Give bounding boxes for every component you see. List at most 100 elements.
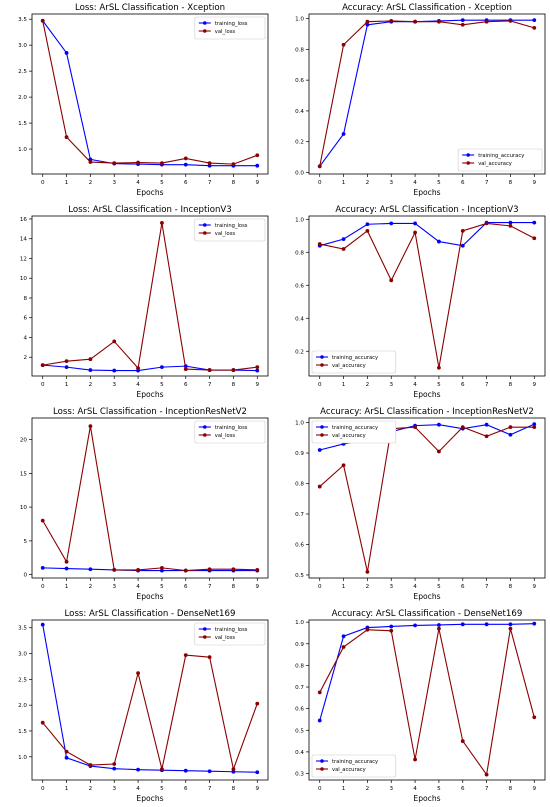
data-point-val_accuracy [317,164,322,169]
x-tick-label: 4 [136,180,140,186]
x-tick-label: 6 [184,786,188,792]
data-point-training_accuracy [460,243,465,248]
data-point-training_accuracy [437,422,441,427]
x-tick-label: 3 [389,180,393,186]
chart-title: Accuracy: ArSL Classification - Xception [342,3,512,13]
x-tick-label: 7 [208,584,212,590]
data-point-val_loss [160,221,164,225]
data-point-val_loss [64,135,69,140]
data-point-val_accuracy [437,449,441,454]
data-point-val_loss [231,368,236,372]
data-point-training_loss [183,162,188,167]
x-tick-label: 6 [461,786,465,792]
data-point-val_accuracy [460,22,465,27]
data-point-training_accuracy [365,22,370,27]
x-tick-label: 9 [255,786,259,792]
y-tick-label: 0.6 [295,542,304,548]
data-point-val_accuracy [341,463,346,468]
x-tick-label: 3 [112,786,116,792]
data-point-training_accuracy [389,221,394,226]
legend-label: training_loss [215,21,248,27]
data-point-val_loss [88,160,93,164]
x-axis-label: Epochs [136,592,163,601]
data-point-val_loss [88,424,93,429]
y-tick-label: 0.2 [295,349,304,355]
data-point-val_loss [112,762,117,766]
y-tick-label: 2.0 [18,95,27,101]
data-point-val_loss [88,357,93,362]
y-tick-label: 1.0 [295,17,304,23]
chart-panel: Accuracy: ArSL Classification - Inceptio… [295,407,546,601]
y-tick-label: 16 [20,217,28,223]
x-tick-label: 3 [389,382,393,388]
x-axis-label: Epochs [413,390,440,399]
plot-frame [308,417,546,579]
data-point-training_loss [112,766,117,771]
series-line-val_accuracy [319,426,535,573]
data-point-training_accuracy [508,220,513,225]
legend-box [311,420,397,444]
x-tick-label: 0 [41,584,45,590]
x-tick-label: 7 [485,382,489,388]
y-tick-label: 2.5 [18,69,27,75]
data-point-val_loss [40,518,45,523]
x-tick-label: 5 [437,584,441,590]
chart-panel: Accuracy: ArSL Classification - Inceptio… [295,205,546,399]
y-tick-label: 3.0 [18,652,27,658]
data-point-training_accuracy [532,422,537,426]
y-tick-label: 0.8 [295,250,304,256]
data-point-training_accuracy [341,634,346,639]
data-point-val_accuracy [484,434,489,439]
data-point-training_loss [160,365,164,370]
data-point-training_accuracy [437,623,441,627]
x-tick-label: 8 [509,584,513,590]
data-point-training_loss [64,51,69,55]
plot-frame [308,619,546,781]
y-tick-label: 0.9 [295,451,304,457]
y-tick-label: 0.6 [295,283,304,289]
x-tick-label: 6 [461,584,465,590]
data-point-training_accuracy [484,422,489,427]
x-tick-label: 2 [89,584,93,590]
x-tick-label: 2 [89,180,93,186]
legend-label: val_accuracy [332,433,366,439]
x-axis-label: Epochs [413,188,440,197]
legend: training_accuracy val_accuracy [311,350,397,374]
data-point-training_accuracy [460,18,465,23]
x-tick-label: 1 [65,180,69,186]
data-point-val_loss [255,701,260,706]
x-tick-label: 8 [509,180,513,186]
y-tick-label: 0.5 [295,728,304,734]
y-tick-label: 0.9 [295,642,304,648]
data-point-val_accuracy [532,715,537,720]
y-tick-label: 1.0 [295,421,304,427]
legend-label: training_loss [215,627,248,633]
x-tick-label: 7 [208,786,212,792]
x-tick-label: 0 [41,382,45,388]
data-point-val_loss [136,567,140,572]
data-point-val_accuracy [508,425,513,430]
y-tick-label: 4 [23,335,27,341]
legend-swatch-marker [203,635,207,639]
chart-title: Loss: ArSL Classification - InceptionV3 [68,205,232,215]
data-point-val_accuracy [437,626,441,631]
y-tick-label: 3.5 [18,626,27,632]
legend-label: training_accuracy [332,355,378,361]
y-tick-label: 6 [23,316,27,322]
x-tick-label: 5 [437,786,441,792]
x-tick-label: 0 [41,786,45,792]
data-point-val_loss [136,366,140,370]
x-tick-label: 3 [112,382,116,388]
x-tick-label: 9 [532,786,536,792]
x-tick-label: 4 [413,180,417,186]
y-tick-label: 8 [23,296,27,302]
y-tick-label: 1.5 [18,729,27,735]
x-tick-label: 0 [318,786,322,792]
data-point-val_accuracy [508,223,513,228]
data-point-val_loss [112,339,117,344]
data-point-val_accuracy [484,221,489,226]
y-tick-label: 0.8 [295,482,304,488]
series-line-training_accuracy [319,19,535,167]
data-point-val_loss [160,565,164,570]
x-axis-label: Epochs [413,794,440,803]
